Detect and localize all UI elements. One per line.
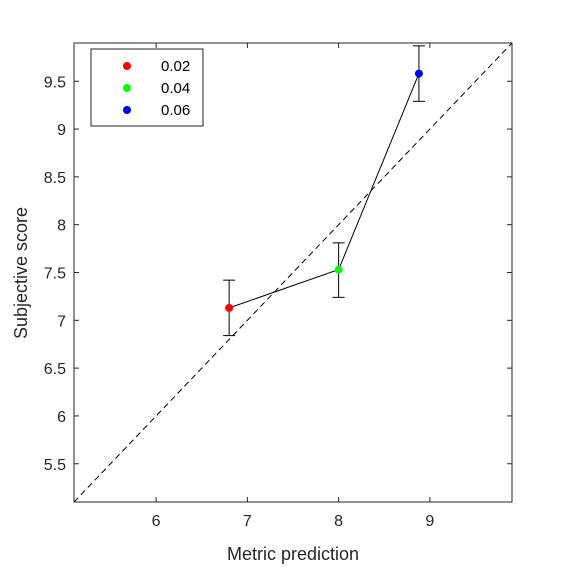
y-tick-label: 6 (57, 409, 66, 426)
x-axis-label: Metric prediction (227, 544, 359, 564)
data-points (225, 69, 423, 312)
x-tick-label: 7 (243, 513, 252, 530)
identity-line (73, 42, 513, 503)
identity-dashed-line (73, 42, 513, 503)
legend: 0.02 0.04 0.06 (90, 48, 204, 127)
x-tick-label: 8 (334, 513, 343, 530)
legend-marker-0.04 (123, 84, 131, 92)
x-tick-label: 6 (152, 513, 161, 530)
y-axis-ticks: 5.5 6 6.5 7 7.5 8 8.5 9 9.5 (44, 74, 512, 474)
y-tick-label: 7.5 (44, 266, 66, 283)
legend-box (90, 48, 204, 127)
y-tick-label: 9 (57, 122, 66, 139)
y-tick-label: 9.5 (44, 74, 66, 91)
legend-marker-0.02 (123, 62, 131, 70)
y-tick-label: 7 (57, 313, 66, 330)
y-tick-label: 8 (57, 218, 66, 235)
legend-label-0.06: 0.06 (161, 102, 190, 119)
legend-label-0.02: 0.02 (161, 58, 190, 75)
data-point-0.02 (225, 303, 234, 312)
y-tick-label: 5.5 (44, 457, 66, 474)
x-axis-ticks: 6 7 8 9 (152, 43, 434, 530)
data-point-0.04 (334, 265, 343, 274)
data-point-0.06 (414, 69, 423, 78)
legend-label-0.04: 0.04 (161, 80, 190, 97)
y-tick-label: 8.5 (44, 170, 66, 187)
y-tick-label: 6.5 (44, 361, 66, 378)
x-tick-label: 9 (425, 513, 434, 530)
legend-marker-0.06 (123, 106, 131, 114)
y-axis-label: Subjective score (11, 207, 31, 339)
